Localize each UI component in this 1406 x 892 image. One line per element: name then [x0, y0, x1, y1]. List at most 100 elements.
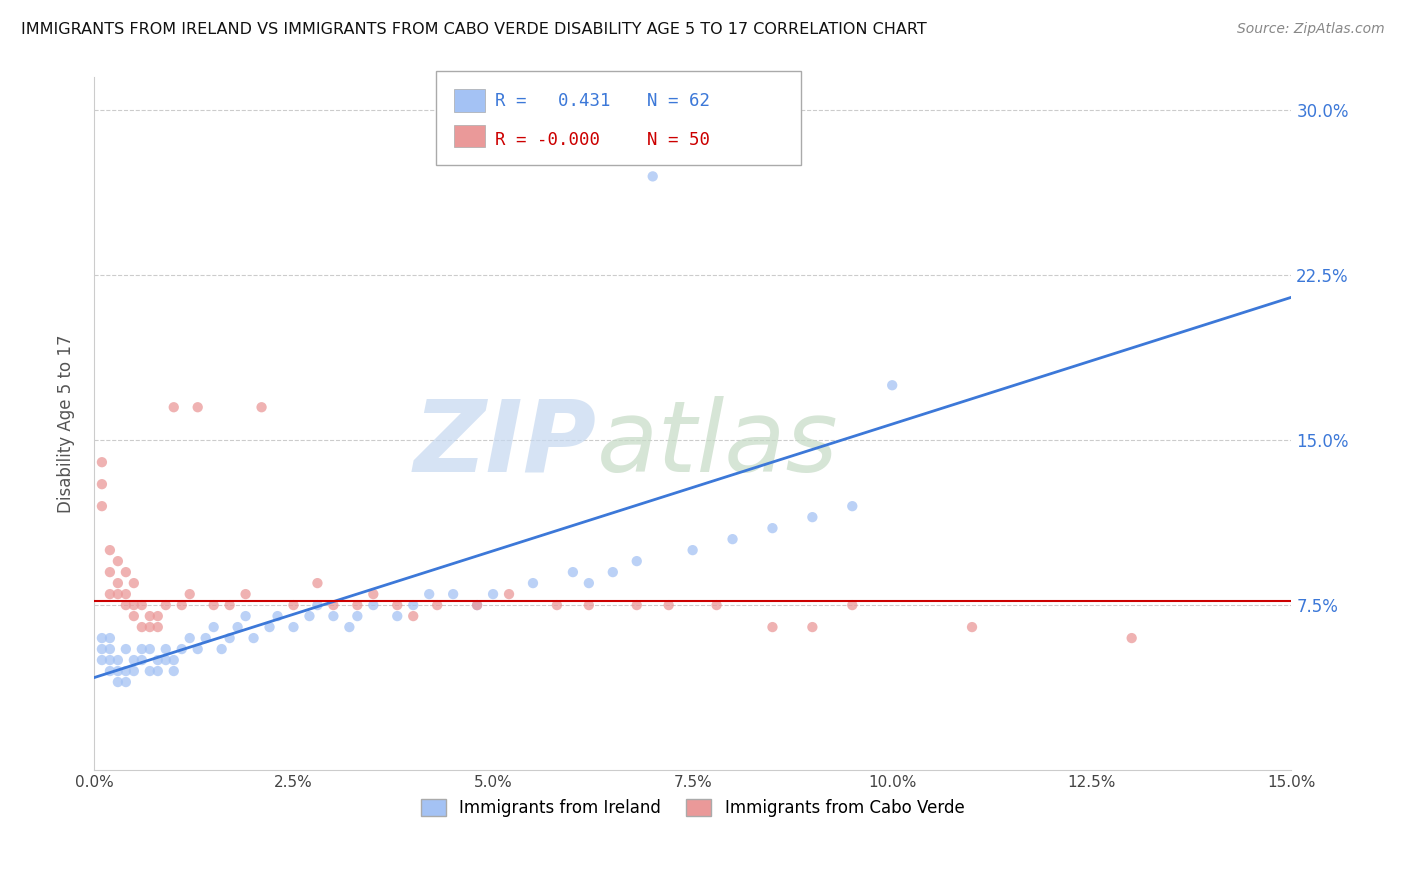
Point: [465, 598, 488, 612]
Point: [98, 543, 121, 558]
Point: [721, 532, 744, 546]
Point: [761, 620, 783, 634]
Point: [546, 598, 568, 612]
Point: [235, 587, 257, 601]
Point: [841, 499, 863, 513]
Text: Source: ZipAtlas.com: Source: ZipAtlas.com: [1237, 22, 1385, 37]
Point: [122, 576, 145, 591]
Point: [115, 642, 138, 657]
Point: [122, 653, 145, 667]
Point: [641, 169, 664, 184]
Point: [115, 664, 138, 678]
Text: IMMIGRANTS FROM IRELAND VS IMMIGRANTS FROM CABO VERDE DISABILITY AGE 5 TO 17 COR: IMMIGRANTS FROM IRELAND VS IMMIGRANTS FR…: [21, 22, 927, 37]
Point: [98, 587, 121, 601]
Point: [131, 620, 153, 634]
Point: [90, 631, 112, 645]
Point: [522, 576, 544, 591]
Point: [115, 587, 138, 601]
Point: [107, 587, 129, 601]
Point: [482, 587, 505, 601]
Point: [98, 631, 121, 645]
Point: [155, 642, 177, 657]
Point: [115, 565, 138, 579]
Point: [226, 620, 249, 634]
Point: [658, 598, 681, 612]
Point: [307, 598, 329, 612]
Point: [107, 664, 129, 678]
Point: [202, 598, 225, 612]
Text: atlas: atlas: [596, 396, 838, 493]
Text: ZIP: ZIP: [413, 396, 596, 493]
Point: [801, 620, 824, 634]
Point: [298, 609, 321, 624]
Point: [363, 598, 385, 612]
Point: [155, 653, 177, 667]
Point: [146, 609, 169, 624]
Point: [122, 609, 145, 624]
Point: [418, 587, 440, 601]
Point: [107, 653, 129, 667]
Point: [107, 675, 129, 690]
Point: [602, 565, 624, 579]
Point: [465, 598, 488, 612]
Point: [626, 598, 648, 612]
Point: [801, 510, 824, 524]
Point: [107, 576, 129, 591]
Point: [402, 609, 425, 624]
Text: R =   0.431: R = 0.431: [495, 92, 610, 110]
Point: [131, 598, 153, 612]
Point: [882, 378, 904, 392]
Point: [146, 620, 169, 634]
Point: [194, 631, 217, 645]
Text: N = 50: N = 50: [647, 131, 710, 149]
Point: [960, 620, 983, 634]
Point: [346, 598, 368, 612]
Text: N = 62: N = 62: [647, 92, 710, 110]
Point: [1121, 631, 1143, 645]
Point: [90, 642, 112, 657]
Point: [402, 598, 425, 612]
Point: [163, 401, 186, 415]
Point: [363, 587, 385, 601]
Point: [761, 521, 783, 535]
Point: [283, 598, 305, 612]
Point: [211, 642, 233, 657]
Point: [179, 587, 201, 601]
Point: [107, 554, 129, 568]
Point: [578, 576, 600, 591]
Point: [163, 653, 186, 667]
Point: [139, 609, 162, 624]
Point: [187, 642, 209, 657]
Point: [283, 620, 305, 634]
Point: [98, 642, 121, 657]
Point: [90, 499, 112, 513]
Point: [115, 675, 138, 690]
Point: [187, 401, 209, 415]
Point: [98, 664, 121, 678]
Point: [131, 642, 153, 657]
Point: [90, 477, 112, 491]
Point: [250, 401, 273, 415]
Point: [322, 609, 344, 624]
Point: [682, 543, 704, 558]
Point: [337, 620, 360, 634]
Point: [139, 642, 162, 657]
Point: [387, 598, 409, 612]
Point: [441, 587, 464, 601]
Y-axis label: Disability Age 5 to 17: Disability Age 5 to 17: [58, 334, 75, 513]
Point: [218, 598, 240, 612]
Point: [98, 653, 121, 667]
Point: [98, 565, 121, 579]
Point: [307, 576, 329, 591]
Point: [578, 598, 600, 612]
Point: [626, 554, 648, 568]
Point: [561, 565, 583, 579]
Point: [387, 609, 409, 624]
Point: [122, 664, 145, 678]
Point: [90, 653, 112, 667]
Point: [346, 609, 368, 624]
Point: [218, 631, 240, 645]
Point: [139, 620, 162, 634]
Point: [139, 664, 162, 678]
Point: [179, 631, 201, 645]
